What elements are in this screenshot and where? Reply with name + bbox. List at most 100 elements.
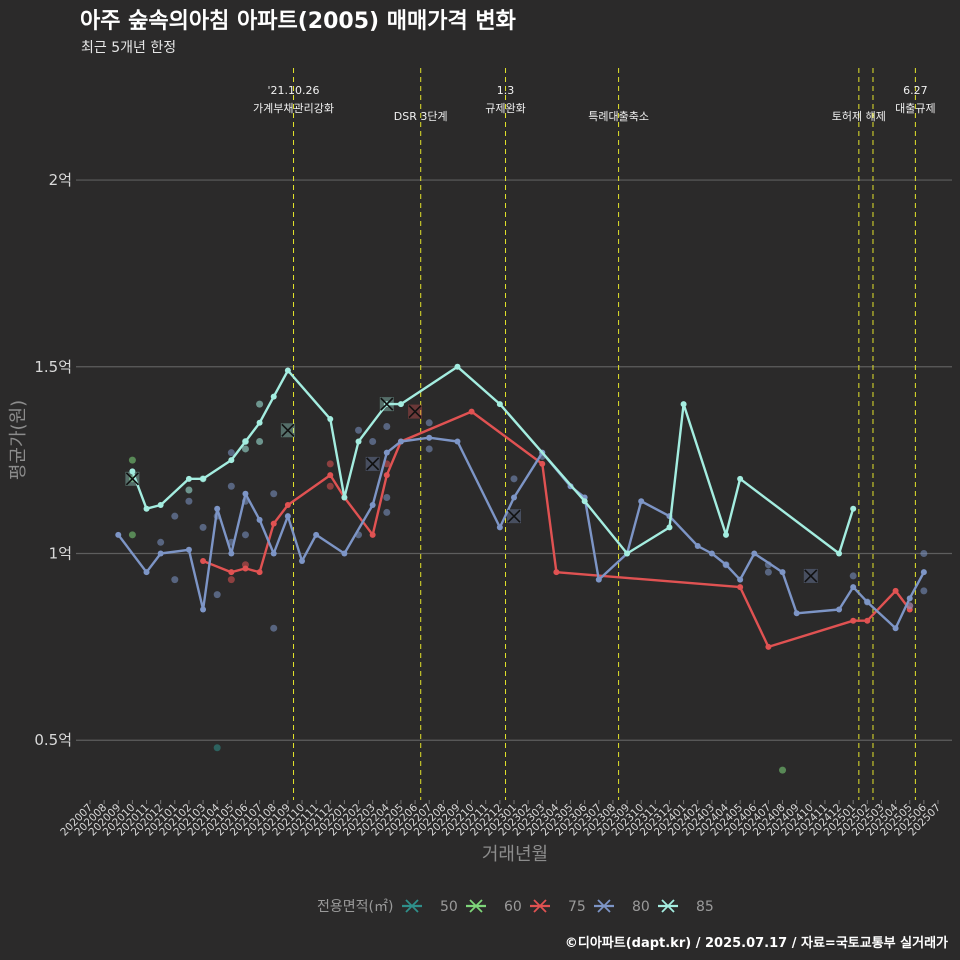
line-point [426,434,433,441]
line-point [284,513,291,520]
gridlines [76,179,952,741]
line-point [624,550,631,557]
line-point [708,550,715,557]
line-point [511,494,517,501]
x-marker [804,569,818,583]
line-point [327,416,334,423]
line-point [496,524,503,531]
data-point [185,486,193,494]
data-point [779,766,787,774]
data-point [326,482,334,490]
line-point [157,501,164,508]
line-point [496,401,503,408]
line-point [200,606,207,613]
line-point [723,531,729,538]
line-point [864,617,871,624]
line-point [737,584,744,591]
line-point [369,531,376,538]
line-point [836,550,843,557]
line-point [765,643,772,650]
line-point [920,569,927,576]
data-point [369,437,377,445]
line-point [256,569,263,576]
x-axis-title: 거래년월 [482,844,548,865]
data-point [383,493,391,501]
data-point [227,576,235,584]
x-marker [125,472,139,486]
event-label: '21.10.26 [268,84,320,97]
legend-label: 60 [504,899,522,915]
line-point [397,401,404,408]
line-point [341,550,348,557]
line-point [595,576,602,583]
line-point [157,550,164,557]
data-point [425,419,433,427]
x-marker [366,457,380,471]
legend-key-x [661,899,675,913]
line-point [327,472,334,479]
y-axis-ticks: 0.5억 1억 1.5억 2억 [34,171,72,749]
event-label: 1.3 [497,84,515,97]
event-label: 특례대출축소 [588,110,649,123]
line-point [256,516,263,523]
line-point [200,475,207,482]
line-point [836,606,843,613]
y-axis-title: 평균가(원) [8,400,29,480]
data-point [256,400,264,408]
data-point [171,576,179,584]
legend-label: 75 [568,899,586,915]
chart-title: 아주 숲속의아침 아파트(2005) 매매가격 변화 [80,9,516,34]
data-point [256,437,264,445]
data-point [270,624,278,632]
line-point [468,408,475,415]
data-point [764,568,772,576]
line-point [864,599,871,606]
data-point [185,497,193,505]
legend-key-x [597,899,611,913]
data-point [425,445,433,453]
line-point [454,363,461,370]
line-point [723,561,729,568]
data-point [920,550,928,558]
y-tick-label: 1억 [49,545,72,563]
line-point [383,449,390,456]
line-point [256,419,263,426]
series-line [131,365,855,555]
line-point [383,472,390,479]
line-point [299,557,305,564]
legend-title: 전용면적(㎡) [317,899,393,915]
chart-subtitle: 최근 5개년 한정 [81,40,176,56]
line-point [666,524,673,531]
line-point [581,498,588,505]
data-point [227,449,235,457]
line-point [638,498,645,505]
event-label: 규제완화 [485,102,525,115]
line-point [313,531,320,538]
data-point [920,587,928,595]
data-point [128,456,136,464]
data-point [270,490,278,498]
data-series [115,363,928,774]
line-point [553,569,560,576]
line-point [228,569,235,576]
legend-key-x [469,899,483,913]
line-point [242,490,249,497]
data-point [199,523,207,531]
line-point [397,438,404,445]
line-point [270,550,277,557]
x-marker [281,423,295,437]
legend-key-x [405,899,419,913]
legend-label: 80 [632,899,650,915]
data-point [241,531,249,539]
x-axis-ticks: 2020072020082020092020102020112020122021… [58,800,943,838]
data-point [355,426,363,434]
line-point [355,438,362,445]
y-tick-label: 0.5억 [34,731,72,749]
line-point [369,501,376,508]
data-point [213,591,221,599]
legend-label: 85 [696,899,714,915]
series-line [117,436,925,630]
line-point [737,475,744,482]
line-point [850,617,857,624]
line-point [850,505,857,512]
